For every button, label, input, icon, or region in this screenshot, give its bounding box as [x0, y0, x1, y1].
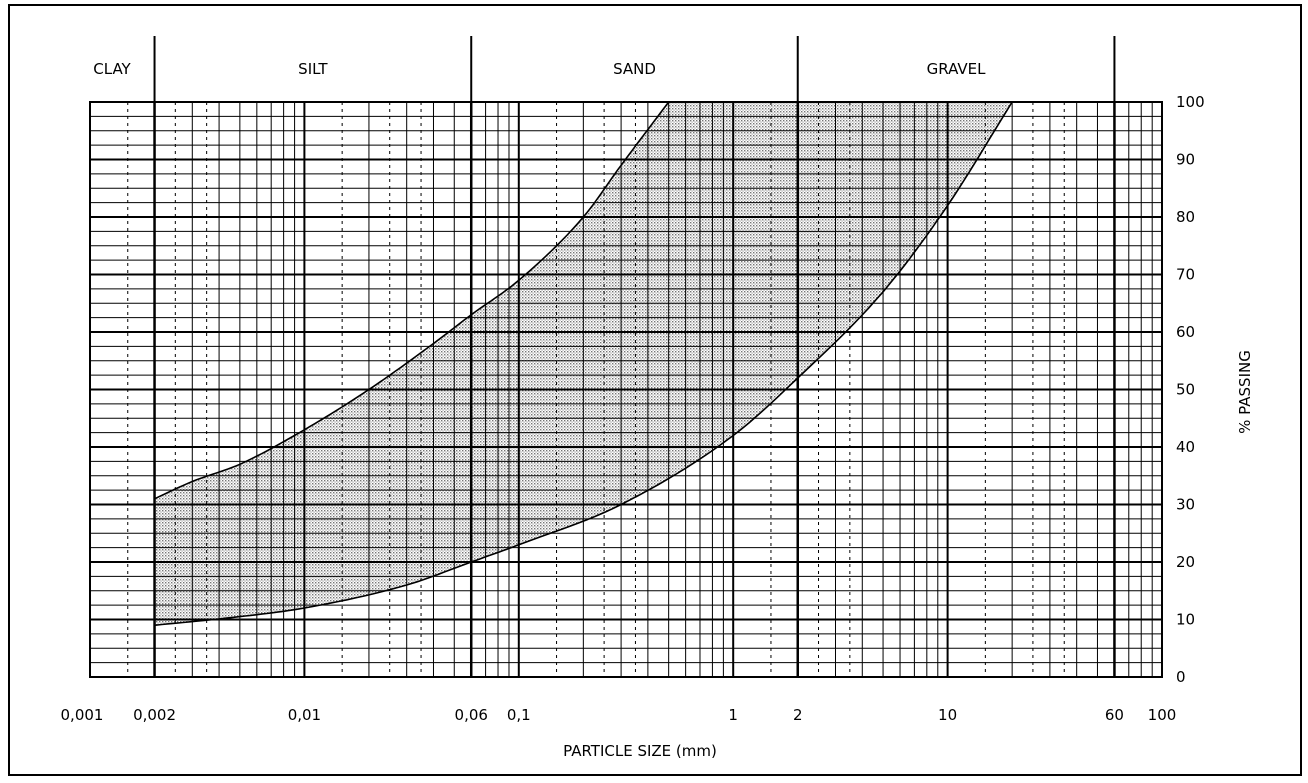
x-axis-label: PARTICLE SIZE (mm)	[563, 742, 717, 760]
x-tick-label: 0,001	[61, 706, 104, 724]
y-tick-label: 40	[1176, 438, 1195, 456]
x-tick-label: 60	[1105, 706, 1124, 724]
y-axis-label: % PASSING	[1236, 350, 1254, 434]
zone-label-gravel: GRAVEL	[927, 60, 986, 78]
y-tick-label: 0	[1176, 668, 1186, 686]
x-tick-label: 0,002	[133, 706, 176, 724]
zone-label-silt: SILT	[298, 60, 328, 78]
x-tick-label: 2	[793, 706, 803, 724]
y-tick-label: 80	[1176, 208, 1195, 226]
zone-label-clay: CLAY	[93, 60, 131, 78]
plot-border	[89, 101, 1163, 678]
upper-curve	[154, 101, 670, 500]
zone-label-sand: SAND	[613, 60, 656, 78]
x-tick-label: 10	[938, 706, 957, 724]
x-tick-label: 0,1	[507, 706, 531, 724]
x-tick-label: 1	[728, 706, 738, 724]
lower-curve	[154, 101, 1013, 627]
y-tick-label: 50	[1176, 381, 1195, 399]
y-tick-label: 20	[1176, 553, 1195, 571]
x-tick-label: 100	[1148, 706, 1177, 724]
x-tick-label: 0,01	[288, 706, 321, 724]
y-tick-label: 70	[1176, 266, 1195, 284]
y-tick-label: 60	[1176, 323, 1195, 341]
y-tick-label: 100	[1176, 93, 1205, 111]
y-tick-label: 90	[1176, 151, 1195, 169]
x-tick-label: 0,06	[455, 706, 488, 724]
y-tick-label: 30	[1176, 496, 1195, 514]
y-tick-label: 10	[1176, 611, 1195, 629]
